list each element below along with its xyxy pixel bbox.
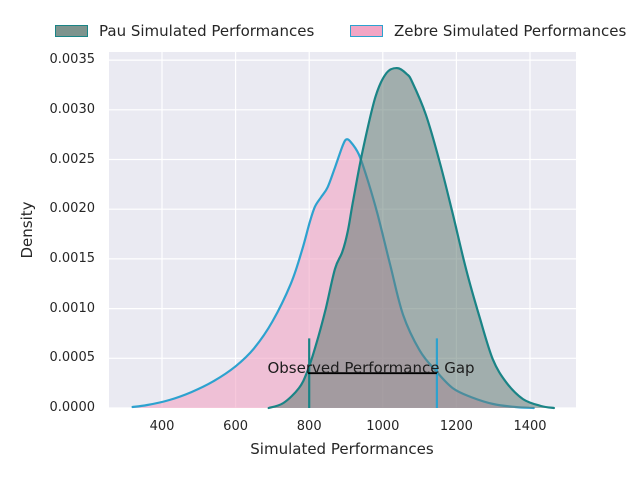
zebre-legend-swatch-icon bbox=[350, 25, 383, 37]
y-tick-label: 0.0005 bbox=[49, 350, 96, 366]
zebre-legend-label: Zebre Simulated Performances bbox=[394, 22, 627, 40]
x-tick-label: 800 bbox=[296, 419, 322, 434]
y-tick-label: 0.0015 bbox=[49, 250, 96, 266]
observed-performance-gap-annotation: Observed Performance Gap bbox=[267, 359, 475, 378]
x-tick-label: 600 bbox=[223, 419, 249, 434]
x-tick-label: 400 bbox=[149, 419, 175, 434]
x-tick-label: 1200 bbox=[439, 419, 473, 434]
pau-density-area bbox=[268, 68, 554, 409]
y-axis-label: Density bbox=[18, 201, 36, 259]
legend-item-pau[interactable]: Pau Simulated Performances bbox=[55, 22, 314, 40]
y-tick-label: 0.0025 bbox=[49, 151, 96, 167]
y-tick-label: 0.0000 bbox=[49, 400, 96, 415]
x-axis-label: Simulated Performances bbox=[250, 440, 434, 458]
y-tick-label: 0.0035 bbox=[49, 52, 96, 68]
pau-legend-label: Pau Simulated Performances bbox=[99, 22, 315, 40]
pau-legend-swatch-icon bbox=[55, 25, 88, 37]
legend: Pau Simulated Performances Zebre Simulat… bbox=[0, 22, 640, 44]
y-tick-label: 0.0020 bbox=[49, 201, 96, 217]
x-tick-label: 1400 bbox=[513, 419, 547, 434]
legend-item-zebre[interactable]: Zebre Simulated Performances bbox=[350, 22, 626, 40]
pau-density-curve bbox=[267, 66, 555, 410]
x-tick-label: 1000 bbox=[366, 419, 400, 434]
y-tick-label: 0.0010 bbox=[49, 300, 96, 316]
y-tick-label: 0.0030 bbox=[49, 101, 96, 117]
